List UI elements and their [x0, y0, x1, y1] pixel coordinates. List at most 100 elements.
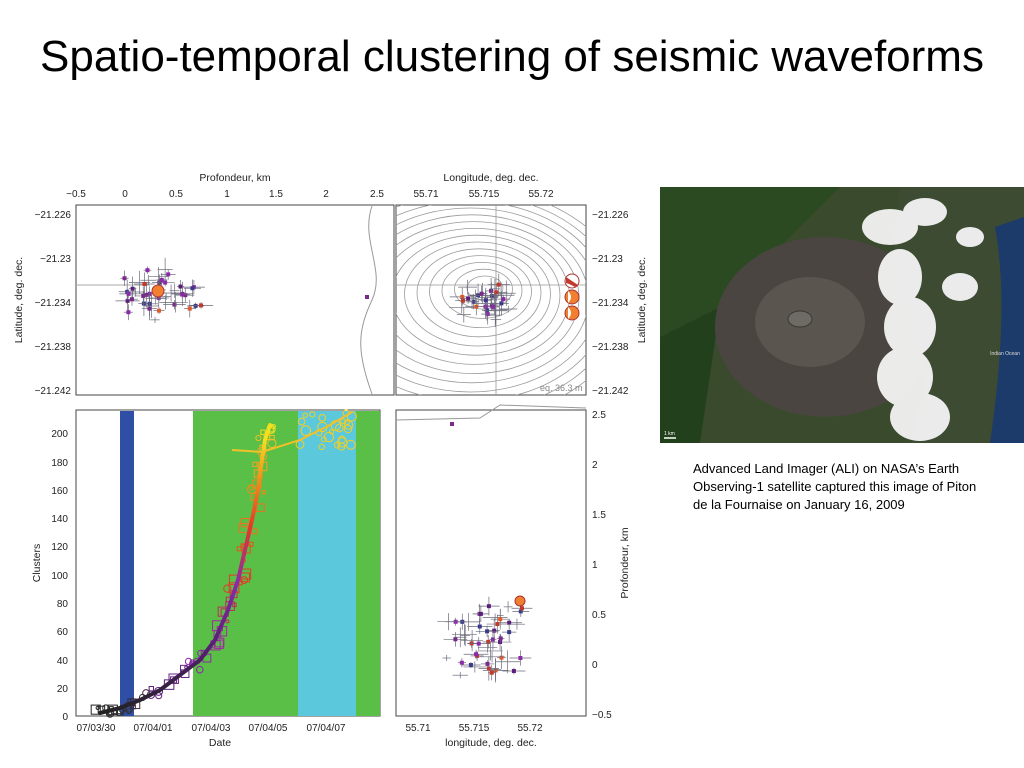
- focal-mechanism-icon: [568, 291, 571, 303]
- x-tick: 07/03/30: [77, 723, 116, 734]
- event-marker: [483, 298, 488, 303]
- focal-mechanism-icon: [568, 307, 571, 319]
- cluster-marker: [252, 461, 258, 468]
- scale-label: 1 km: [664, 431, 675, 437]
- focal-mechanism-icon: [514, 595, 526, 607]
- cluster-marker: [236, 546, 242, 552]
- cluster-marker: [256, 503, 265, 512]
- epicenter-cloud: [449, 273, 518, 327]
- x-tick: 55.715: [469, 189, 500, 200]
- y-tick: 2: [592, 460, 598, 471]
- satellite-image: Indian Ocean 1 km: [660, 187, 1024, 443]
- y-tick: 0: [62, 712, 68, 723]
- contour-line: [396, 214, 586, 384]
- y-tick: −21.226: [592, 210, 629, 221]
- y-tick: −0.5: [592, 710, 612, 721]
- panel-clusters-vs-date: 0 20 40 60 80 100 120 140 160 180 200 Cl…: [31, 409, 381, 749]
- event-marker: [489, 288, 494, 293]
- y-tick: −21.238: [35, 342, 72, 353]
- top-left-ylabel: Latitude, deg. dec.: [13, 257, 25, 343]
- bottom-right-xlabel: longitude, deg. dec.: [445, 737, 537, 749]
- x-tick: 0: [122, 189, 128, 200]
- ocean-label: Indian Ocean: [990, 351, 1020, 357]
- event-marker: [507, 630, 512, 635]
- cluster-marker: [214, 639, 224, 649]
- event-marker: [172, 302, 177, 307]
- cumulative-clusters-curve: [98, 423, 272, 715]
- event-marker: [495, 622, 500, 627]
- event-marker: [126, 291, 131, 296]
- vegetation-area: [660, 307, 720, 443]
- y-tick: −21.226: [35, 210, 72, 221]
- panel-longitude-depth: 2.5 2 1.5 1 0.5 0 −0.5 Profondeur, km 55…: [395, 404, 631, 749]
- slide-title: Spatio-temporal clustering of seismic wa…: [40, 32, 984, 81]
- x-tick: 2: [323, 189, 329, 200]
- eruption-band-cyan: [298, 411, 356, 716]
- event-marker: [499, 655, 504, 660]
- event-marker: [466, 296, 471, 301]
- event-marker: [498, 636, 503, 641]
- event-marker: [478, 611, 483, 616]
- x-tick: 55.72: [517, 723, 542, 734]
- event-marker: [147, 306, 152, 311]
- cluster-marker: [260, 429, 266, 435]
- event-marker: [126, 310, 131, 315]
- x-tick: 55.72: [528, 189, 553, 200]
- event-marker: [193, 303, 198, 308]
- cluster-marker: [238, 523, 249, 533]
- event-marker: [490, 637, 495, 642]
- event-marker: [178, 284, 183, 289]
- event-marker: [461, 298, 466, 303]
- event-marker: [519, 606, 524, 611]
- x-tick: −0.5: [66, 189, 86, 200]
- cluster-marker: [318, 414, 327, 422]
- eruption-band-blue: [120, 411, 134, 716]
- event-marker: [180, 292, 185, 297]
- contour-line: [404, 241, 551, 347]
- hypocenter-cloud: [115, 257, 369, 323]
- y-tick: 0: [592, 660, 598, 671]
- event-marker: [485, 661, 490, 666]
- hypocenter-cloud: [437, 422, 533, 683]
- cluster-marker: [225, 619, 230, 624]
- event-marker: [498, 617, 503, 622]
- y-tick: 140: [51, 514, 68, 525]
- y-tick: 200: [51, 429, 68, 440]
- y-tick: 40: [57, 656, 69, 667]
- contour-line: [396, 207, 586, 393]
- cluster-marker: [335, 423, 344, 433]
- cluster-marker: [345, 439, 356, 450]
- focal-mechanism-icon: [566, 277, 578, 287]
- y-tick: −21.234: [592, 298, 629, 309]
- event-marker: [166, 272, 171, 277]
- y-tick: 180: [51, 458, 68, 469]
- event-marker: [476, 641, 481, 646]
- focal-mechanism-icon: [564, 305, 580, 321]
- event-marker: [477, 624, 482, 629]
- cluster-marker: [343, 420, 354, 430]
- panel-frame: [75, 204, 395, 396]
- contour-line: [396, 234, 561, 356]
- event-marker: [476, 293, 481, 298]
- x-tick: 2.5: [370, 189, 384, 200]
- event-marker: [130, 286, 135, 291]
- event-marker: [499, 301, 504, 306]
- x-tick: 07/04/05: [249, 723, 288, 734]
- event-marker: [453, 637, 458, 642]
- x-tick: 1: [224, 189, 230, 200]
- contour-line: [454, 268, 513, 310]
- event-marker: [486, 604, 491, 609]
- cluster-marker: [195, 665, 204, 674]
- event-marker: [492, 628, 497, 633]
- focal-mechanisms: [564, 273, 580, 321]
- event-marker: [122, 276, 127, 281]
- cluster-marker: [248, 485, 255, 491]
- event-marker: [494, 290, 499, 295]
- event-marker: [518, 609, 523, 614]
- x-tick: 1.5: [269, 189, 283, 200]
- y-tick: 160: [51, 486, 68, 497]
- cluster-marker: [339, 418, 346, 424]
- eruption-band-green: [193, 411, 298, 716]
- cluster-marker: [320, 436, 327, 443]
- event-marker: [489, 294, 494, 299]
